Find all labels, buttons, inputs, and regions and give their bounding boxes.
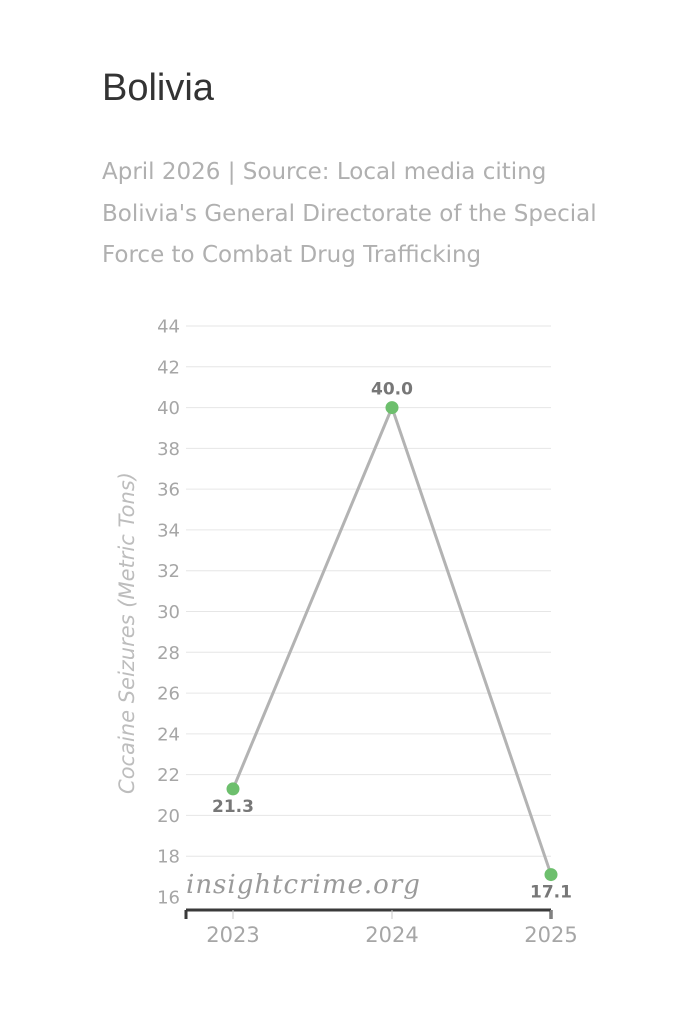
x-tick-label: 2024 [365, 923, 418, 947]
y-tick-label: 26 [157, 684, 180, 705]
data-point [385, 401, 399, 415]
y-tick-label: 38 [157, 439, 180, 460]
y-tick-label: 42 [157, 357, 180, 378]
y-tick-label: 44 [157, 317, 180, 338]
x-axis: 2023 2024 2025 [184, 908, 578, 947]
chart-subtitle: April 2026 | Source: Local media citing … [102, 159, 597, 268]
y-tick-label: 34 [157, 520, 180, 541]
y-tick-label: 18 [157, 847, 180, 868]
watermark: insightcrime.org [186, 870, 421, 900]
data-label: 40.0 [371, 380, 413, 400]
y-tick-label: 30 [157, 602, 180, 623]
y-tick-label: 32 [157, 561, 180, 582]
y-tick-label: 36 [157, 480, 180, 501]
data-label: 17.1 [530, 883, 572, 903]
y-axis-label: Cocaine Seizures (Metric Tons) [115, 472, 139, 794]
series-group: 21.3 40.0 17.1 [212, 380, 572, 903]
x-tick-label: 2023 [206, 923, 259, 947]
y-tick-label: 20 [157, 806, 180, 827]
series-line [231, 406, 553, 876]
y-tick-label: 24 [157, 724, 180, 745]
x-tick-label: 2025 [524, 923, 577, 947]
data-point [226, 782, 240, 796]
data-label: 21.3 [212, 797, 254, 817]
y-tick-label: 40 [157, 398, 180, 419]
gridlines [186, 325, 551, 857]
data-point [544, 868, 558, 882]
y-tick-label: 22 [157, 765, 180, 786]
chart-title: Bolivia [102, 67, 214, 109]
y-tick-label: 28 [157, 643, 180, 664]
y-axis-ticks: 16 18 20 22 24 26 28 30 32 34 36 38 40 42 44 [157, 317, 180, 909]
y-tick-label: 16 [157, 888, 180, 909]
